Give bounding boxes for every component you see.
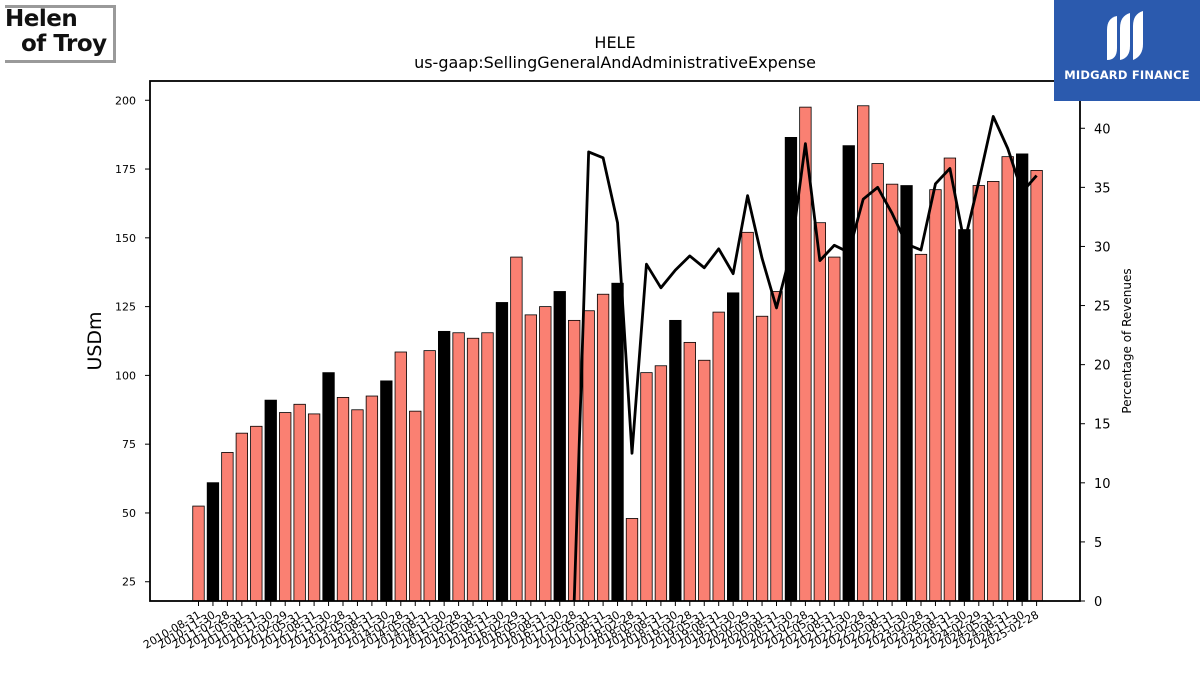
bar [524, 314, 537, 602]
left-axis-ticks: 25 50 75 100 125 150 175 200 [115, 94, 150, 589]
y-tick-label: 75 [122, 438, 136, 451]
bar [423, 350, 436, 602]
bar [611, 282, 624, 602]
bar [813, 222, 826, 602]
y-tick-label: 150 [115, 232, 136, 245]
bar [322, 372, 335, 602]
bar [712, 311, 725, 602]
y2-tick-label: 30 [1094, 240, 1111, 255]
y2-tick-label: 15 [1094, 418, 1111, 433]
x-axis-ticks: 2010-08-312010-11-302011-02-282011-05-31… [141, 601, 1041, 652]
bar [871, 163, 884, 602]
y2-tick-label: 5 [1094, 536, 1102, 551]
bar [842, 145, 855, 602]
bar [351, 409, 364, 602]
bar [495, 302, 509, 602]
bar [900, 185, 913, 602]
bar [365, 395, 379, 602]
bar [466, 337, 480, 602]
bar [987, 181, 1000, 602]
chart-subtitle: us-gaap:SellingGeneralAndAdministrativeE… [414, 53, 816, 72]
right-axis-ticks: 0 5 10 15 20 25 30 35 40 [1080, 122, 1111, 610]
bar [755, 315, 769, 602]
midgard-finance-logo: MIDGARD FINANCE [1054, 0, 1200, 101]
bar [409, 410, 422, 602]
bar [1030, 170, 1043, 602]
bar [206, 482, 220, 602]
chart-title: HELE [594, 33, 635, 52]
bar [885, 183, 899, 602]
y-tick-label: 125 [115, 301, 136, 314]
bar [582, 310, 595, 602]
bar [828, 256, 841, 602]
midgard-finance-text: MIDGARD FINANCE [1064, 68, 1190, 82]
bar [857, 105, 870, 602]
bar-series [192, 105, 1043, 602]
bar [510, 256, 523, 602]
y-tick-label: 175 [115, 163, 136, 176]
plot-frame [149, 80, 1081, 602]
bar [481, 332, 494, 602]
bar [784, 136, 798, 602]
percentage-line [572, 115, 1038, 602]
bar [250, 425, 263, 602]
y2-tick-label: 40 [1094, 122, 1111, 137]
bar [380, 380, 393, 602]
bar [654, 365, 668, 602]
bar [394, 351, 407, 602]
bar [596, 293, 610, 602]
bar [770, 291, 783, 602]
bar [1001, 156, 1014, 602]
y2-tick-label: 25 [1094, 300, 1111, 315]
y-axis-label: USDm [84, 311, 106, 370]
y-tick-label: 25 [122, 576, 136, 589]
y-tick-label: 100 [115, 369, 136, 382]
bar [683, 341, 696, 602]
y2-tick-label: 35 [1094, 181, 1111, 196]
bar [192, 505, 205, 602]
bar [235, 432, 249, 602]
y2-tick-label: 20 [1094, 359, 1111, 374]
bar [669, 319, 682, 602]
midgard-emblem-icon [1107, 11, 1143, 60]
y-tick-label: 200 [115, 94, 136, 107]
bar [307, 413, 321, 602]
bar [264, 399, 277, 602]
logo-line-2: of Troy [21, 31, 107, 57]
y2-tick-label: 0 [1094, 595, 1102, 610]
bar [221, 452, 234, 602]
bar [914, 253, 928, 602]
bar [972, 185, 985, 602]
bar [539, 306, 552, 602]
bar [293, 403, 306, 602]
bar [640, 372, 653, 602]
bar [437, 330, 451, 602]
bar [625, 518, 639, 602]
bar [958, 229, 971, 602]
bar [741, 231, 754, 602]
bar [698, 359, 711, 602]
logo-line-1: Helen [5, 6, 78, 32]
bar [943, 157, 957, 602]
y-tick-label: 50 [122, 507, 136, 520]
bar [929, 189, 942, 602]
y2-axis-label: Percentage of Revenues [1120, 268, 1134, 413]
bar [727, 292, 740, 602]
helen-of-troy-logo: Helen of Troy [5, 5, 116, 63]
bar [452, 332, 465, 602]
bar [553, 291, 566, 602]
bar [279, 412, 292, 602]
bar [1016, 153, 1029, 602]
y2-tick-label: 10 [1094, 477, 1111, 492]
bar [336, 396, 350, 602]
